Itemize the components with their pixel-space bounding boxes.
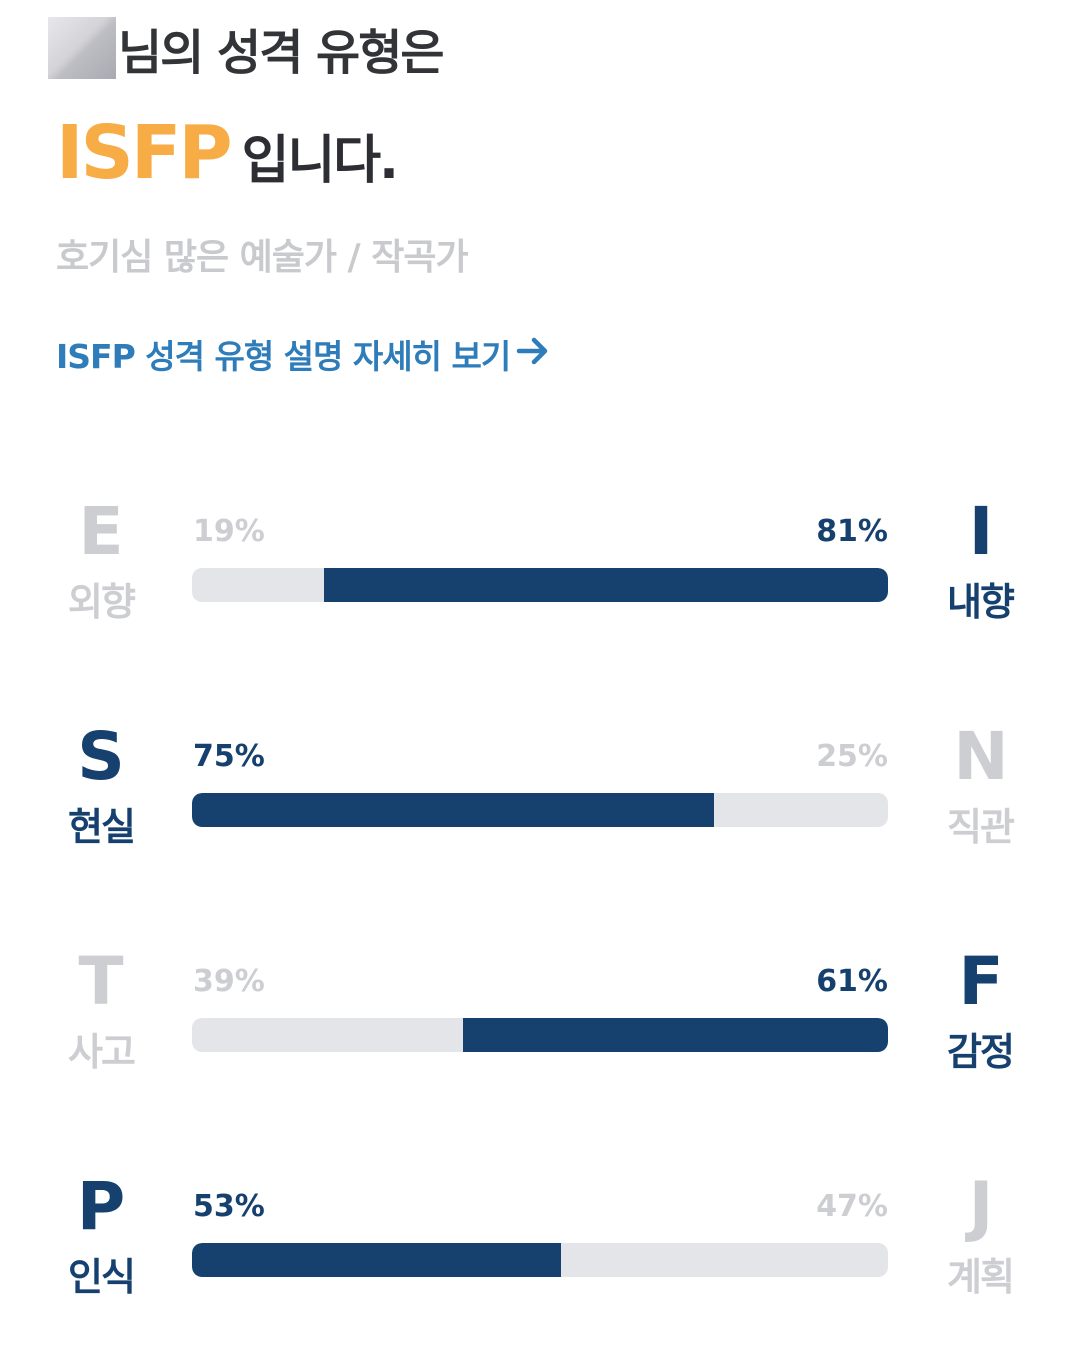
right-percent: 25% bbox=[816, 739, 888, 774]
left-letter: P bbox=[76, 1168, 126, 1245]
left-word: 사고 bbox=[68, 1030, 136, 1074]
right-letter: N bbox=[953, 718, 1009, 795]
left-word: 인식 bbox=[68, 1255, 136, 1299]
result-heading: 님의 성격 유형은 bbox=[48, 12, 445, 84]
left-percent: 75% bbox=[193, 739, 265, 774]
trait-bar-fill bbox=[192, 1243, 561, 1277]
right-percent: 61% bbox=[816, 964, 888, 999]
trait-row-sn: S 현실 75% 25% N 직관 bbox=[0, 721, 1080, 881]
left-word: 현실 bbox=[68, 805, 136, 849]
right-word: 직관 bbox=[947, 805, 1015, 849]
type-subtitle: 호기심 많은 예술가 / 작곡가 bbox=[56, 237, 469, 278]
right-word: 내향 bbox=[947, 580, 1015, 624]
left-percent: 39% bbox=[193, 964, 265, 999]
left-word: 외향 bbox=[68, 580, 136, 624]
trait-bar bbox=[192, 793, 888, 827]
left-percent: 19% bbox=[193, 514, 265, 549]
right-word: 감정 bbox=[947, 1030, 1015, 1074]
trait-bar bbox=[192, 1018, 888, 1052]
type-suffix: 입니다. bbox=[241, 131, 399, 191]
left-letter: T bbox=[78, 943, 124, 1020]
detail-link[interactable]: ISFP 성격 유형 설명 자세히 보기 bbox=[56, 330, 550, 378]
left-letter: S bbox=[77, 718, 125, 795]
right-percent: 47% bbox=[816, 1189, 888, 1224]
left-percent: 53% bbox=[193, 1189, 265, 1224]
trait-row-ei: E 외향 19% 81% I 내향 bbox=[0, 496, 1080, 656]
type-code: ISFP bbox=[56, 110, 233, 196]
trait-bar bbox=[192, 568, 888, 602]
left-letter: E bbox=[78, 493, 124, 570]
type-result: ISFP 입니다. bbox=[56, 110, 399, 196]
detail-link-label: ISFP 성격 유형 설명 자세히 보기 bbox=[56, 337, 511, 376]
right-word: 계획 bbox=[947, 1255, 1015, 1299]
arrow-right-icon bbox=[516, 335, 550, 374]
right-letter: I bbox=[968, 493, 994, 570]
trait-row-tf: T 사고 39% 61% F 감정 bbox=[0, 946, 1080, 1106]
trait-bar-fill bbox=[192, 793, 714, 827]
right-percent: 81% bbox=[816, 514, 888, 549]
right-letter: J bbox=[968, 1168, 994, 1245]
trait-row-pj: P 인식 53% 47% J 계획 bbox=[0, 1171, 1080, 1331]
trait-bar bbox=[192, 1243, 888, 1277]
trait-bar-fill bbox=[463, 1018, 888, 1052]
heading-text: 님의 성격 유형은 bbox=[118, 25, 445, 81]
right-letter: F bbox=[958, 943, 1004, 1020]
blurred-username bbox=[48, 17, 116, 79]
trait-bar-fill bbox=[324, 568, 888, 602]
